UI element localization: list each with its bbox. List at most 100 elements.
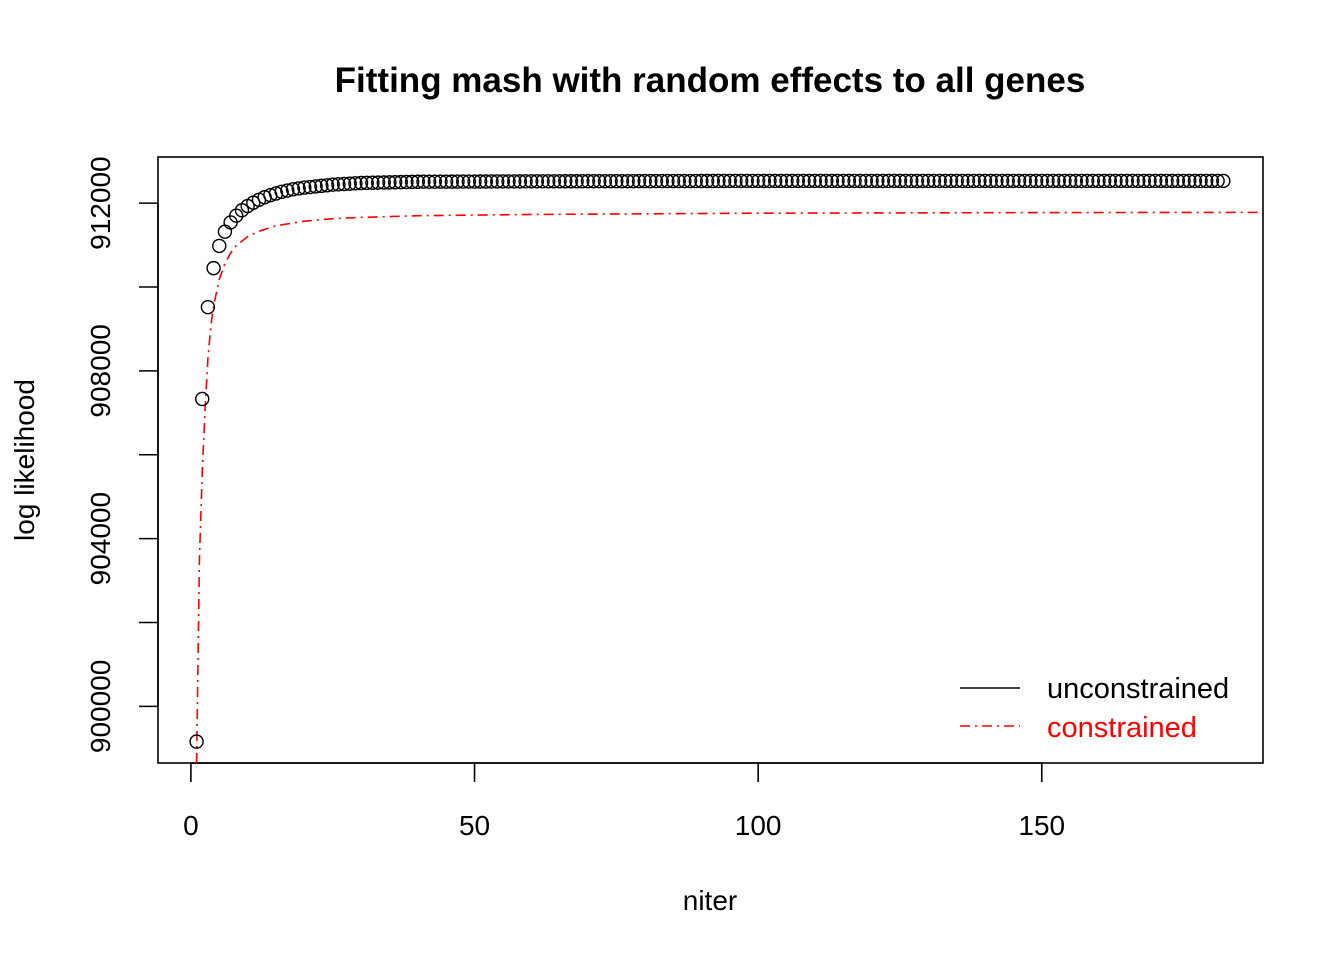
unconstrained-point: [1170, 173, 1186, 189]
unconstrained-point: [603, 173, 618, 189]
unconstrained-point: [376, 175, 391, 190]
y-axis: 900000 904000 908000 912000: [85, 156, 159, 753]
unconstrained-point: [955, 173, 970, 189]
unconstrained-point: [586, 174, 601, 189]
unconstrained-point: [904, 173, 919, 189]
legend: unconstrained constrained: [960, 673, 1229, 744]
unconstrained-point: [609, 173, 624, 189]
unconstrained-point: [291, 181, 306, 196]
unconstrained-point: [699, 173, 715, 189]
unconstrained-point: [813, 173, 828, 189]
unconstrained-point: [1068, 173, 1084, 189]
unconstrained-point: [949, 173, 964, 189]
unconstrained-point: [592, 173, 607, 189]
unconstrained-point: [336, 176, 352, 192]
unconstrained-point: [1023, 173, 1038, 189]
unconstrained-point: [1102, 173, 1118, 189]
unconstrained-point: [864, 173, 879, 189]
x-tick-label: 0: [183, 810, 199, 841]
unconstrained-point: [563, 174, 579, 189]
unconstrained-point: [983, 173, 998, 189]
unconstrained-point: [637, 173, 652, 189]
unconstrained-point: [416, 174, 431, 189]
unconstrained-point: [206, 260, 221, 276]
unconstrained-point: [212, 238, 227, 254]
unconstrained-point: [756, 173, 772, 189]
unconstrained-point: [314, 178, 329, 194]
unconstrained-point: [575, 174, 590, 189]
unconstrained-point: [1040, 173, 1055, 189]
unconstrained-point: [932, 173, 947, 189]
unconstrained-point: [580, 174, 596, 189]
unconstrained-point: [784, 173, 800, 189]
unconstrained-point: [342, 176, 357, 191]
unconstrained-point: [1017, 173, 1032, 189]
unconstrained-point: [353, 175, 369, 191]
unconstrained-point: [1096, 173, 1112, 189]
unconstrained-point: [694, 173, 709, 189]
unconstrained-point: [597, 173, 613, 189]
unconstrained-point: [1079, 173, 1095, 189]
unconstrained-point: [399, 174, 414, 190]
unconstrained-point: [1193, 173, 1208, 189]
unconstrained-point: [853, 173, 868, 189]
unconstrained-point: [972, 173, 987, 189]
unconstrained-point: [960, 173, 976, 189]
unconstrained-point: [898, 173, 913, 189]
legend-label-unconstrained: unconstrained: [1047, 673, 1229, 705]
unconstrained-point: [819, 173, 834, 189]
unconstrained-point: [546, 174, 562, 189]
unconstrained-point: [518, 174, 533, 189]
x-axis-label: niter: [683, 885, 737, 916]
unconstrained-point: [739, 173, 754, 189]
unconstrained-point: [455, 174, 471, 189]
unconstrained-point: [370, 175, 386, 190]
unconstrained-point: [841, 173, 857, 189]
unconstrained-point: [1011, 173, 1027, 189]
unconstrained-point: [507, 174, 522, 189]
unconstrained-point: [1216, 173, 1231, 189]
unconstrained-series: [189, 173, 1231, 749]
unconstrained-point: [654, 173, 669, 189]
unconstrained-point: [484, 174, 499, 189]
unconstrained-point: [274, 184, 289, 200]
unconstrained-point: [728, 173, 743, 189]
unconstrained-point: [977, 173, 993, 189]
unconstrained-point: [847, 173, 862, 189]
unconstrained-point: [648, 173, 664, 189]
unconstrained-point: [285, 182, 301, 197]
unconstrained-point: [1136, 173, 1152, 189]
unconstrained-point: [1028, 173, 1044, 189]
y-tick-label: 912000: [85, 156, 116, 249]
unconstrained-point: [1119, 173, 1135, 189]
unconstrained-point: [365, 175, 380, 190]
y-tick-label: 900000: [85, 660, 116, 753]
unconstrained-point: [915, 173, 930, 189]
unconstrained-point: [722, 173, 737, 189]
constrained-line: [195, 211, 1263, 763]
unconstrained-point: [1113, 173, 1129, 189]
unconstrained-point: [319, 178, 335, 193]
unconstrained-point: [558, 174, 573, 189]
unconstrained-point: [433, 174, 448, 189]
unconstrained-point: [682, 173, 698, 189]
unconstrained-point: [909, 173, 925, 189]
unconstrained-point: [268, 186, 284, 201]
unconstrained-point: [478, 174, 494, 189]
unconstrained-point: [677, 173, 692, 189]
unconstrained-point: [1045, 173, 1061, 189]
unconstrained-point: [348, 176, 363, 191]
unconstrained-point: [773, 173, 789, 189]
unconstrained-point: [490, 174, 505, 189]
unconstrained-point: [989, 173, 1004, 189]
unconstrained-point: [858, 173, 874, 189]
unconstrained-point: [1165, 173, 1180, 189]
unconstrained-point: [870, 173, 885, 189]
unconstrained-point: [921, 173, 936, 189]
unconstrained-point: [387, 175, 403, 190]
unconstrained-point: [501, 174, 516, 189]
unconstrained-point: [767, 173, 783, 189]
unconstrained-point: [331, 177, 346, 192]
unconstrained-point: [1153, 173, 1169, 189]
